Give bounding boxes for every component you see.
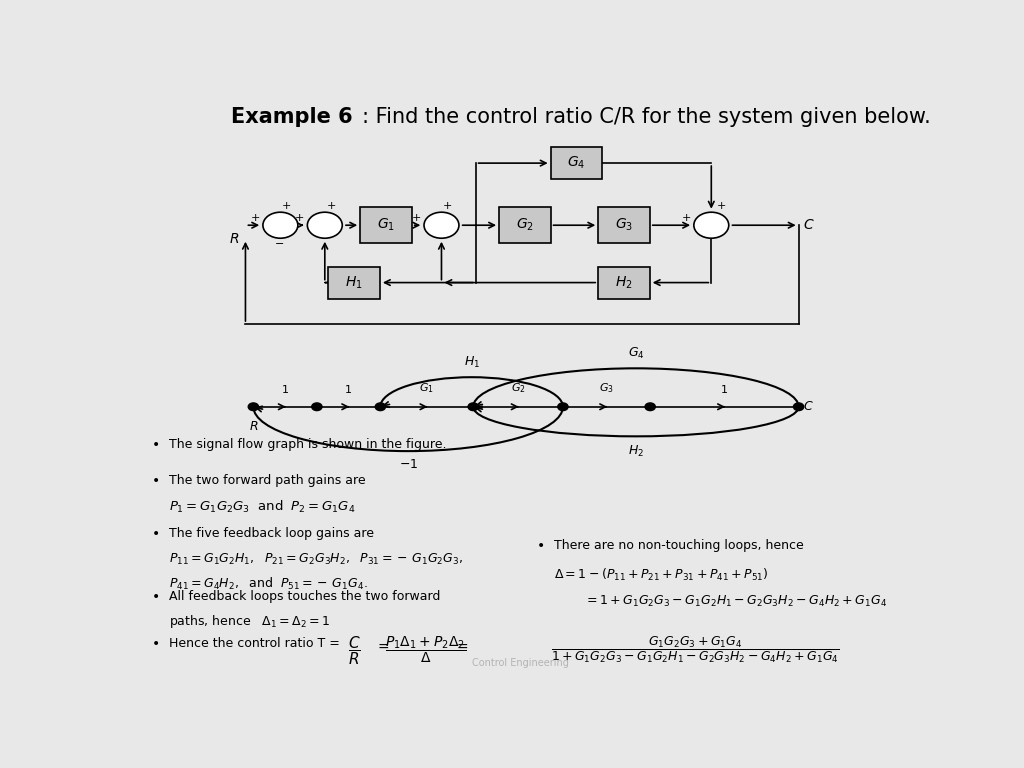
Text: $= 1 + G_1G_2G_3 - G_1G_2H_1 - G_2G_3H_2 - G_4H_2 + G_1G_4$: $= 1 + G_1G_2G_3 - G_1G_2H_1 - G_2G_3H_2… — [585, 594, 888, 609]
Text: $-1$: $-1$ — [398, 458, 418, 472]
Text: •: • — [152, 438, 160, 452]
Text: $G_4$: $G_4$ — [567, 155, 586, 171]
Circle shape — [468, 403, 478, 411]
Text: +: + — [250, 213, 260, 223]
Text: 1: 1 — [345, 385, 352, 395]
FancyBboxPatch shape — [598, 266, 650, 299]
Text: 1: 1 — [282, 385, 289, 395]
Text: $\dfrac{C}{R}$: $\dfrac{C}{R}$ — [348, 634, 360, 667]
Text: $G_2$: $G_2$ — [511, 381, 525, 395]
Text: Example 6: Example 6 — [231, 107, 353, 127]
Text: The two forward path gains are: The two forward path gains are — [169, 474, 366, 487]
Text: Hence the control ratio T =: Hence the control ratio T = — [169, 637, 340, 650]
Circle shape — [311, 403, 322, 411]
Text: $R$: $R$ — [228, 232, 239, 247]
Text: •: • — [152, 527, 160, 541]
FancyBboxPatch shape — [329, 266, 380, 299]
Text: −: − — [275, 240, 285, 250]
Circle shape — [248, 403, 258, 411]
Text: •: • — [152, 590, 160, 604]
Text: $H_1$: $H_1$ — [345, 274, 364, 291]
Text: •: • — [152, 637, 160, 651]
Text: Control Engineering: Control Engineering — [472, 658, 569, 668]
Text: paths, hence   $\Delta_1 = \Delta_2 = 1$: paths, hence $\Delta_1 = \Delta_2 = 1$ — [169, 613, 331, 630]
Text: +: + — [327, 201, 336, 211]
Text: +: + — [283, 201, 292, 211]
Text: +: + — [443, 201, 453, 211]
Text: $G_3$: $G_3$ — [615, 217, 633, 233]
Text: •: • — [152, 474, 160, 488]
Circle shape — [375, 403, 385, 411]
FancyBboxPatch shape — [499, 207, 551, 243]
Text: $G_1$: $G_1$ — [377, 217, 395, 233]
Text: : Find the control ratio C/R for the system given below.: : Find the control ratio C/R for the sys… — [362, 107, 931, 127]
Text: 1: 1 — [721, 385, 728, 395]
Text: All feedback loops touches the two forward: All feedback loops touches the two forwa… — [169, 590, 440, 603]
Text: +: + — [412, 213, 421, 223]
Text: $P_{41} = G_4H_2,$  and  $P_{51} = -\,G_1G_4.$: $P_{41} = G_4H_2,$ and $P_{51} = -\,G_1G… — [169, 576, 368, 592]
Circle shape — [645, 403, 655, 411]
Text: •: • — [537, 538, 545, 553]
Text: $\dfrac{P_1\Delta_1 + P_2\Delta_2}{\Delta}$: $\dfrac{P_1\Delta_1 + P_2\Delta_2}{\Delt… — [385, 634, 466, 665]
Text: $=$: $=$ — [375, 639, 389, 653]
Text: $G_1$: $G_1$ — [420, 381, 434, 395]
Text: $G_4$: $G_4$ — [628, 346, 644, 361]
Text: $P_1 = G_1G_2G_3$  and  $P_2 = G_1G_4$: $P_1 = G_1G_2G_3$ and $P_2 = G_1G_4$ — [169, 498, 355, 515]
Circle shape — [694, 212, 729, 238]
Text: $H_1$: $H_1$ — [464, 355, 479, 370]
Circle shape — [307, 212, 342, 238]
FancyBboxPatch shape — [360, 207, 412, 243]
Text: $G_3$: $G_3$ — [599, 381, 614, 395]
Text: +: + — [681, 213, 690, 223]
Text: $C$: $C$ — [804, 218, 815, 232]
Text: The five feedback loop gains are: The five feedback loop gains are — [169, 527, 374, 540]
Text: There are no non-touching loops, hence: There are no non-touching loops, hence — [554, 538, 804, 551]
Text: $C$: $C$ — [804, 400, 814, 413]
Circle shape — [424, 212, 459, 238]
Circle shape — [794, 403, 804, 411]
Text: $R$: $R$ — [249, 420, 258, 433]
Circle shape — [558, 403, 568, 411]
Text: +: + — [295, 213, 304, 223]
Text: +: + — [717, 201, 726, 211]
Text: $\Delta = 1 - \left(P_{11} + P_{21} + P_{31} + P_{41} + P_{51}\right)$: $\Delta = 1 - \left(P_{11} + P_{21} + P_… — [554, 567, 769, 583]
Text: $P_{11} = G_1G_2H_1,\ \ P_{21} = G_2G_3H_2,\ \ P_{31} = -\,G_1G_2G_3,$: $P_{11} = G_1G_2H_1,\ \ P_{21} = G_2G_3H… — [169, 551, 464, 567]
FancyBboxPatch shape — [551, 147, 602, 179]
FancyBboxPatch shape — [598, 207, 650, 243]
Text: $=$: $=$ — [454, 639, 469, 653]
Text: $H_2$: $H_2$ — [615, 274, 633, 291]
Text: $G_2$: $G_2$ — [516, 217, 534, 233]
Text: The signal flow graph is shown in the figure.: The signal flow graph is shown in the fi… — [169, 438, 446, 451]
Circle shape — [263, 212, 298, 238]
Text: $H_2$: $H_2$ — [628, 443, 644, 458]
Text: $\dfrac{G_1G_2G_3 + G_1G_4}{1 + G_1G_2G_3 - G_1G_2H_1 - G_2G_3H_2 - G_4H_2 + G_1: $\dfrac{G_1G_2G_3 + G_1G_4}{1 + G_1G_2G_… — [551, 634, 840, 664]
